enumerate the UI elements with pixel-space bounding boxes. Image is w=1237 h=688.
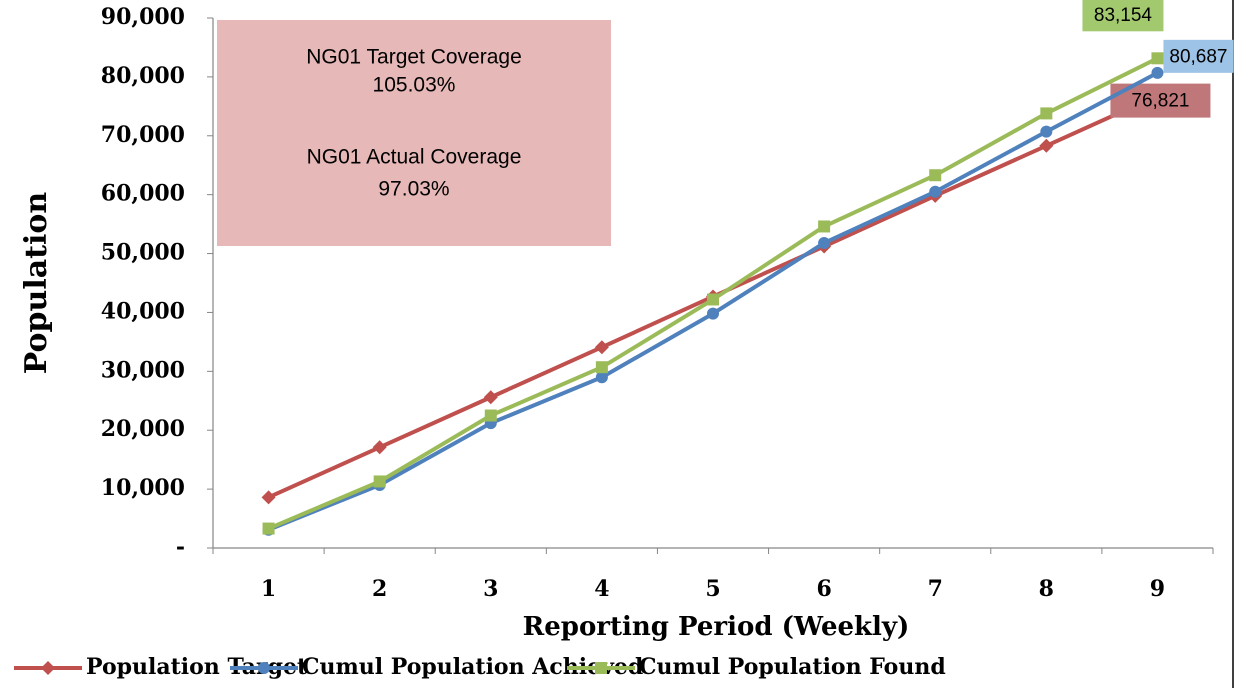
marker [1151, 66, 1164, 79]
data-label: 76,821 [1131, 91, 1189, 112]
marker [818, 236, 831, 249]
y-tick-label: 40,000 [101, 298, 185, 324]
marker [258, 662, 270, 674]
y-tick-label: 90,000 [101, 4, 185, 30]
marker [262, 522, 275, 535]
data-label: 80,687 [1169, 46, 1227, 67]
marker [1040, 107, 1053, 120]
data-label-box [1082, 0, 1164, 32]
marker [372, 440, 387, 455]
x-tick-label: 7 [928, 576, 943, 602]
legend-label: Cumul Population Found [639, 654, 946, 680]
marker [261, 490, 276, 505]
data-label: 83,154 [1094, 5, 1153, 26]
y-axis-title: Population [19, 192, 54, 375]
x-tick-label: 6 [816, 576, 831, 602]
annotation-box [217, 20, 611, 246]
x-tick-label: 8 [1039, 576, 1054, 602]
y-tick-label: 50,000 [101, 240, 185, 266]
x-tick-label: 1 [261, 576, 276, 602]
x-axis-title: Reporting Period (Weekly) [523, 612, 910, 642]
y-tick-label: - [176, 534, 185, 560]
y-tick-label: 70,000 [101, 122, 185, 148]
marker [707, 307, 719, 320]
marker [929, 169, 942, 182]
marker [595, 371, 608, 384]
marker [484, 409, 497, 422]
marker [41, 661, 55, 675]
y-tick-label: 20,000 [101, 416, 185, 442]
x-tick-label: 2 [372, 576, 387, 602]
annotation: NG01 Target Coverage [306, 46, 522, 69]
marker [483, 390, 498, 405]
annotation: 105.03% [373, 74, 456, 97]
y-tick-label: 30,000 [101, 357, 185, 383]
y-tick-label: 10,000 [101, 475, 185, 501]
x-tick-label: 4 [594, 576, 609, 602]
marker [1039, 138, 1054, 153]
marker [595, 361, 608, 374]
y-tick-label: 80,000 [101, 63, 185, 89]
marker [594, 340, 609, 355]
marker [595, 662, 607, 674]
x-tick-label: 3 [483, 576, 498, 602]
y-tick-label: 60,000 [101, 181, 185, 207]
marker [373, 475, 386, 488]
annotation: 97.03% [378, 178, 449, 201]
marker [1151, 52, 1164, 65]
marker [818, 220, 831, 233]
marker [707, 293, 719, 306]
x-tick-label: 5 [705, 576, 720, 602]
annotation: NG01 Actual Coverage [307, 146, 522, 169]
marker [929, 185, 942, 198]
x-tick-label: 9 [1150, 576, 1165, 602]
data-label-box [1163, 39, 1234, 73]
marker [1040, 125, 1053, 138]
